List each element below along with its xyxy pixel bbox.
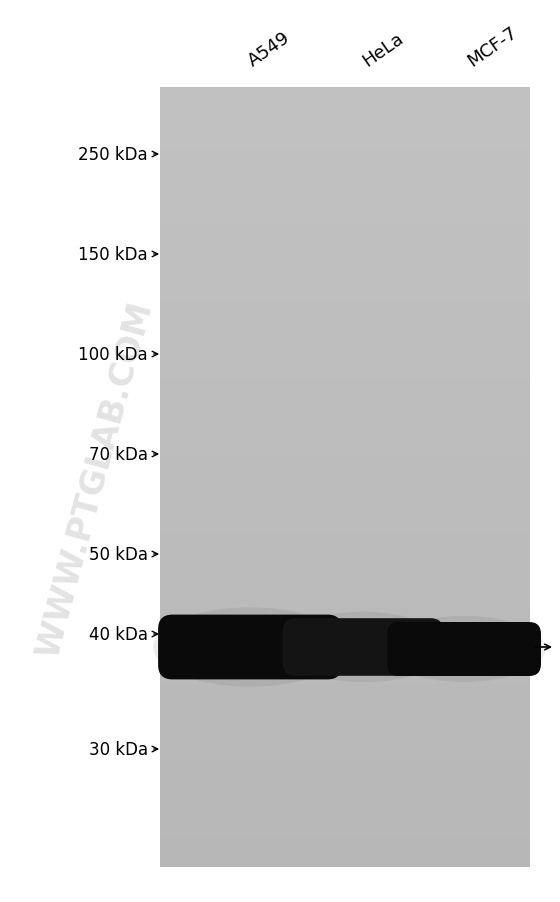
Ellipse shape bbox=[389, 625, 539, 673]
Text: 40 kDa: 40 kDa bbox=[89, 625, 148, 643]
Ellipse shape bbox=[153, 608, 347, 686]
Ellipse shape bbox=[286, 621, 441, 673]
FancyBboxPatch shape bbox=[283, 619, 444, 676]
Text: WWW.PTGLAB.COM: WWW.PTGLAB.COM bbox=[32, 299, 158, 660]
Ellipse shape bbox=[161, 619, 339, 676]
Text: 70 kDa: 70 kDa bbox=[89, 446, 148, 464]
Ellipse shape bbox=[382, 616, 545, 682]
Text: 150 kDa: 150 kDa bbox=[78, 245, 148, 263]
Text: 50 kDa: 50 kDa bbox=[89, 546, 148, 564]
Text: 30 kDa: 30 kDa bbox=[89, 741, 148, 759]
FancyBboxPatch shape bbox=[387, 622, 541, 676]
Text: A549: A549 bbox=[245, 28, 293, 70]
FancyBboxPatch shape bbox=[158, 615, 342, 679]
Text: 100 kDa: 100 kDa bbox=[78, 345, 148, 364]
Text: MCF-7: MCF-7 bbox=[465, 23, 521, 70]
Ellipse shape bbox=[279, 612, 447, 683]
Text: HeLa: HeLa bbox=[360, 29, 408, 70]
Text: 250 kDa: 250 kDa bbox=[78, 146, 148, 164]
